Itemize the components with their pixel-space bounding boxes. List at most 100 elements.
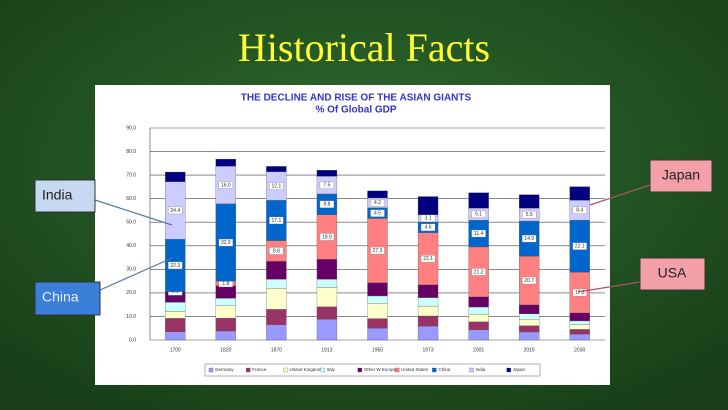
data-label-box [471, 229, 486, 238]
y-tick-label: 0.0 [129, 337, 136, 343]
data-label-box [370, 199, 385, 207]
data-label: 7.5 [323, 182, 330, 188]
bar-segment [316, 319, 338, 341]
x-tick-label: 1820 [220, 347, 231, 353]
bar-segment [215, 158, 236, 167]
bar-segment [266, 261, 287, 280]
bar-segment [165, 318, 186, 332]
callout-text: China [42, 289, 79, 305]
bar-segment [417, 284, 439, 298]
bar-segment [266, 324, 287, 341]
legend-box [204, 363, 541, 377]
plot: 0.0 10.0 20.0 30.0 40.0 50.0 60.0 70.0 80.0 90.0 1… [126, 125, 605, 377]
data-label: 4.6 [425, 225, 432, 231]
bar-segment [367, 303, 388, 319]
x-tick-label: 1950 [372, 347, 383, 353]
data-label: 8.8 [323, 202, 330, 208]
data-label-box [269, 216, 284, 225]
bar-segment [215, 317, 236, 332]
data-label: 12.1 [272, 183, 282, 189]
callout-pointer [577, 281, 641, 293]
bar-segment [215, 330, 236, 341]
bar-segment [519, 319, 540, 326]
x-tick-label: 1700 [170, 347, 181, 353]
y-tick-label: 30.0 [126, 267, 136, 273]
legend-swatch [469, 367, 474, 373]
bar-segment [417, 297, 439, 307]
data-label-box [319, 200, 335, 208]
bar-segment [569, 333, 590, 341]
legend-swatch [394, 367, 400, 373]
data-label-box [572, 242, 587, 250]
chart-subtitle: % Of Global GDP [315, 105, 396, 116]
legend-swatch [246, 367, 251, 373]
bar-segment [367, 282, 388, 297]
legend-label: France [252, 367, 267, 372]
callout-box [649, 159, 713, 193]
bar-segment [316, 259, 338, 280]
data-label-box [522, 276, 537, 285]
y-tick-label: 90.0 [126, 125, 136, 131]
legend-label: Japan [513, 367, 526, 372]
data-label-box [168, 206, 183, 215]
data-label: 5.1 [475, 211, 482, 217]
bar-segment [468, 313, 489, 323]
slide-title: Historical Facts [238, 25, 490, 70]
data-label: 22.1 [575, 243, 585, 249]
callout-pointer [589, 184, 651, 206]
data-label: 24.4 [170, 208, 180, 214]
bar-segment [266, 288, 287, 310]
data-label-box [319, 233, 335, 241]
bar-segment [569, 320, 590, 325]
callout-box [639, 257, 706, 291]
callout-text: USA [658, 265, 687, 281]
legend-swatch [357, 367, 363, 373]
bar-segment [165, 311, 186, 319]
bar-segment [468, 296, 489, 308]
bar-segment [417, 315, 439, 327]
data-label: 11.4 [474, 231, 484, 237]
bar-segment [367, 318, 388, 329]
legend-label: United States [401, 367, 429, 372]
bar-segment [316, 306, 338, 320]
x-tick-label: 2015 [524, 347, 535, 353]
data-label: 4.5 [374, 210, 381, 216]
bar-segment [519, 331, 540, 341]
data-label: 5.5 [526, 212, 533, 218]
bar-segment [215, 305, 236, 319]
callout-text: Japan [662, 167, 700, 183]
legend-label: United Kingdom [289, 367, 321, 372]
data-label-box [168, 261, 183, 270]
data-label: 27.3 [373, 248, 383, 254]
data-label-box [370, 209, 385, 217]
data-label-box [218, 238, 233, 247]
data-label-box [471, 268, 486, 276]
x-tick-label: 1913 [321, 347, 332, 353]
data-label-box [572, 206, 587, 214]
legend-swatch [320, 367, 325, 373]
y-tick-label: 60.0 [126, 196, 136, 202]
data-label: 14.9 [524, 236, 534, 242]
data-label: 16.0 [221, 182, 231, 188]
callout-pointer [99, 257, 173, 291]
bar-segment [569, 324, 590, 330]
data-label-box [269, 182, 284, 190]
x-tick-label: 2001 [473, 347, 484, 353]
bar-segment [468, 321, 489, 331]
legend-swatch [506, 367, 511, 373]
data-label-box [370, 246, 385, 255]
legend-label: Other W Europe [364, 367, 397, 372]
y-tick-label: 20.0 [126, 290, 136, 296]
legend-swatch [432, 367, 437, 373]
bar-segment [165, 331, 186, 341]
bar-segment [569, 312, 590, 322]
bar-segment [266, 166, 287, 172]
data-label-box [522, 210, 537, 219]
legend-label: India [476, 367, 486, 372]
bar-segment [367, 190, 388, 199]
legend-swatch [283, 367, 288, 373]
data-label-box [471, 210, 486, 218]
data-label-box [522, 234, 537, 243]
y-tick-label: 50.0 [126, 220, 136, 226]
